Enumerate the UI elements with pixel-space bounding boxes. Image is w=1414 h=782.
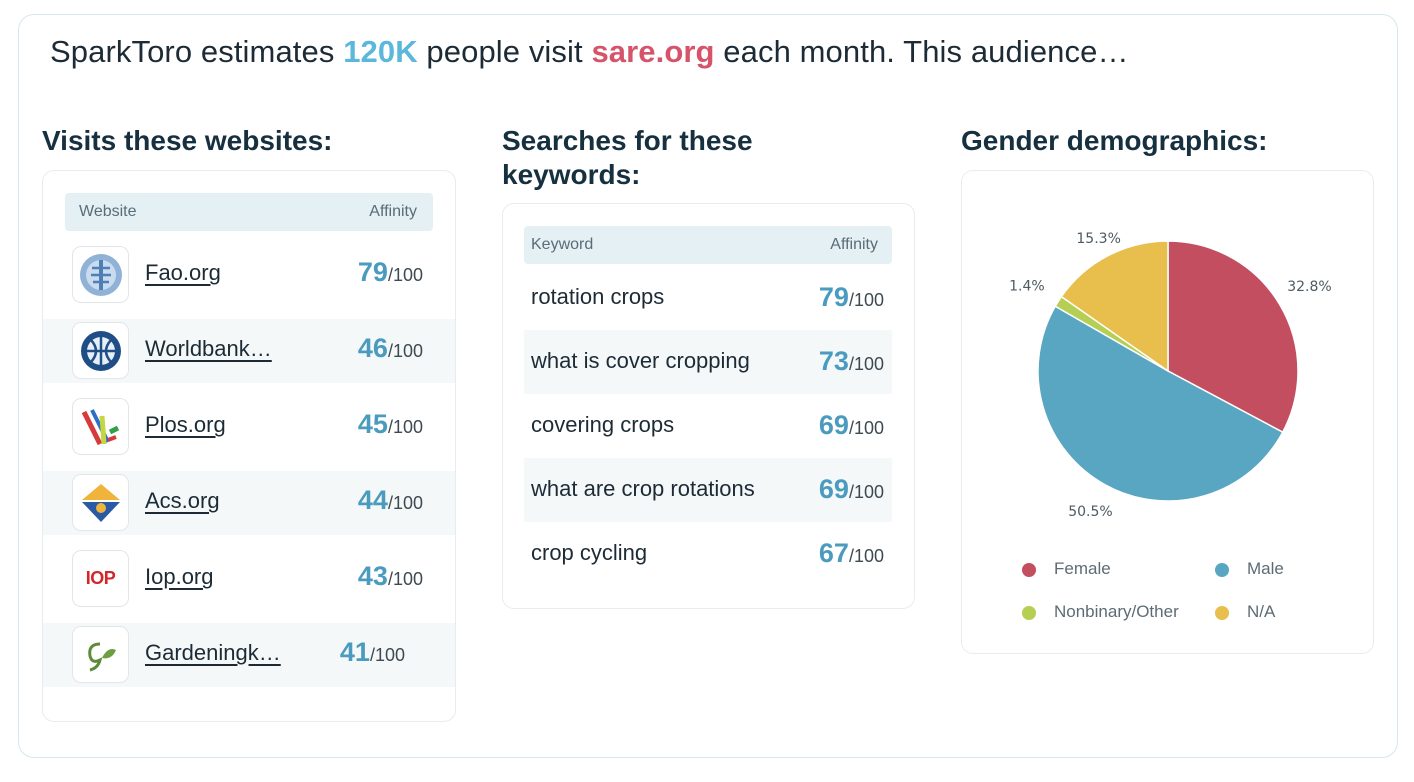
keyword-text: what is cover cropping: [531, 348, 750, 373]
keyword-text: covering crops: [531, 412, 675, 437]
website-link[interactable]: Worldbank…: [145, 336, 272, 361]
pie-data-label: 1.4%: [1009, 278, 1045, 294]
pie-slice-female[interactable]: [1167, 240, 1299, 434]
affinity-score: 46/100: [357, 333, 423, 363]
legend-male-label[interactable]: Male: [1247, 559, 1284, 578]
keywords-title: Searches for these keywords:: [502, 125, 753, 190]
legend-nonbinary-swatch: [1022, 606, 1036, 620]
affinity-score: 43/100: [357, 561, 423, 591]
affinity-score: 45/100: [357, 409, 423, 439]
affinity-score: 79/100: [357, 257, 423, 287]
website-link[interactable]: Plos.org: [145, 412, 226, 437]
keywords-table-header: Keyword Affinity: [524, 226, 892, 264]
gardening-logo-icon: [72, 626, 129, 683]
affinity-score: 41/100: [339, 637, 405, 667]
fao-logo-icon: [72, 246, 129, 303]
legend-male-swatch: [1215, 563, 1229, 577]
website-link[interactable]: Iop.org: [145, 564, 214, 589]
legend-na-swatch: [1215, 606, 1229, 620]
website-link[interactable]: Fao.org: [145, 260, 221, 285]
keyword-row[interactable]: what are crop rotations 69/100: [524, 458, 892, 522]
pie-slice-male[interactable]: [1037, 305, 1284, 502]
keyword-text: crop cycling: [531, 540, 648, 565]
headline-middle: people visit: [426, 34, 583, 69]
legend-nonbinary-label[interactable]: Nonbinary/Other: [1054, 602, 1179, 621]
gender-title: Gender demographics:: [961, 125, 1268, 156]
affinity-score: 79/100: [818, 282, 884, 312]
visitor-count: 120K: [343, 34, 418, 69]
pie-data-label: 15.3%: [1076, 231, 1120, 247]
target-site: sare.org: [591, 34, 715, 69]
website-row[interactable]: Plos.org 45/100: [43, 395, 455, 459]
website-row[interactable]: Worldbank… 46/100: [43, 319, 455, 383]
affinity-score: 69/100: [818, 474, 884, 504]
gender-pie-chart: 32.8% 50.5% 1.4% 15.3%: [1009, 231, 1332, 520]
website-row[interactable]: Fao.org 79/100: [43, 243, 455, 307]
legend-female-swatch: [1022, 563, 1036, 577]
website-link[interactable]: Gardeningk…: [145, 640, 281, 665]
keyword-row[interactable]: what is cover cropping 73/100: [524, 330, 892, 394]
legend-female-label[interactable]: Female: [1054, 559, 1111, 578]
keyword-text: rotation crops: [531, 284, 665, 309]
plos-logo-icon: [72, 398, 129, 455]
keyword-row[interactable]: covering crops 69/100: [524, 394, 892, 458]
website-row[interactable]: IOP Iop.org 43/100: [43, 547, 455, 611]
keyword-row[interactable]: rotation crops 79/100: [524, 266, 892, 330]
website-row[interactable]: Gardeningk… 41/100: [43, 623, 455, 687]
acs-logo-icon: [72, 474, 129, 531]
pie-data-label: 32.8%: [1287, 279, 1331, 295]
websites-panel: Website Affinity Fao.org 79/100 Worldban…: [42, 170, 456, 722]
headline: SparkToro estimates 120K people visit sa…: [50, 34, 1129, 70]
affinity-column-header: Affinity: [830, 236, 878, 253]
affinity-column-header: Affinity: [369, 203, 417, 220]
legend-na-label[interactable]: N/A: [1247, 602, 1276, 621]
iop-logo-icon: IOP: [72, 550, 129, 607]
affinity-score: 67/100: [818, 538, 884, 568]
affinity-score: 44/100: [357, 485, 423, 515]
headline-suffix: each month. This audience…: [723, 34, 1129, 69]
websites-title: Visits these websites:: [42, 125, 333, 156]
keyword-text: what are crop rotations: [531, 476, 755, 501]
affinity-score: 73/100: [818, 346, 884, 376]
headline-prefix: SparkToro estimates: [50, 34, 335, 69]
pie-slice-n-a[interactable]: [1060, 240, 1169, 373]
website-column-header: Website: [79, 203, 137, 220]
affinity-score: 69/100: [818, 410, 884, 440]
website-link[interactable]: Acs.org: [145, 488, 220, 513]
gender-panel: 32.8% 50.5% 1.4% 15.3% Female Male Nonbinar…: [961, 170, 1374, 654]
websites-table-header: Website Affinity: [65, 193, 433, 231]
keywords-panel: Keyword Affinity rotation crops 79/100 w…: [502, 203, 915, 609]
worldbank-logo-icon: [72, 322, 129, 379]
pie-data-label: 50.5%: [1068, 504, 1112, 520]
keyword-row[interactable]: crop cycling 67/100: [524, 522, 892, 586]
website-row[interactable]: Acs.org 44/100: [43, 471, 455, 535]
keyword-column-header: Keyword: [531, 236, 594, 253]
